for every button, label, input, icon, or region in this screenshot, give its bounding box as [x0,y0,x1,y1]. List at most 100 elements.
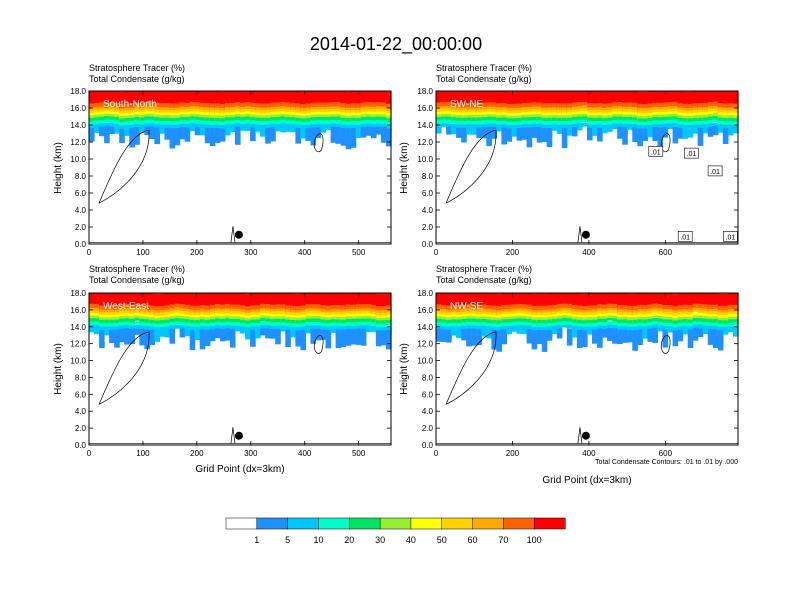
panel-title-line2: Total Condensate (g/kg) [89,74,185,84]
tracer-cell [516,128,523,141]
tracer-cell [697,308,704,311]
tracer-cell [662,120,669,127]
tracer-cell [280,116,286,121]
tracer-cell [531,127,538,138]
tracer-cell [622,117,628,123]
tracer-cell [466,313,472,318]
tracer-cell [154,127,160,145]
tracer-cell [224,310,231,315]
tracer-cell [199,329,206,350]
tracer-cell [159,124,166,134]
tracer-cell [315,322,322,328]
tracer-cell [365,315,372,319]
tracer-cell [582,116,588,121]
plot-area: South-North 0.0 2.0 4.0 6.0 8.0 10.0 12.0 14.0 16… [70,87,392,257]
tracer-cell [526,124,533,131]
tracer-cell [602,325,608,331]
tracer-cell [576,102,583,107]
tracer-cell [612,109,618,114]
tracer-cell [114,319,120,327]
tracer-cell [386,128,392,147]
tracer-cell [607,124,613,132]
tracer-cell [692,307,699,311]
y-tick-label: 6.0 [75,390,87,399]
tracer-cell [375,294,382,315]
tracer-cell [571,120,578,127]
tracer-cell [682,319,689,325]
x-tick-label: 400 [298,248,312,257]
tracer-cell [657,304,664,310]
y-axis-label: Height (km) [399,343,410,395]
tracer-cell [496,124,502,132]
tracer-cell [134,321,140,325]
tracer-cell [727,124,734,136]
colorbar-label: 30 [375,535,385,545]
tracer-cell [345,318,352,325]
tracer-cell [260,315,266,321]
condensate-contour [577,427,583,444]
tracer-cell [179,328,186,338]
tracer-cell [285,109,291,113]
tracer-cell [481,319,487,325]
tracer-cell [647,304,653,311]
tracer-cell [617,106,623,111]
tracer-cell [566,325,573,329]
tracer-cell [104,126,110,144]
tracer-cell [481,120,487,127]
tracer-cell [380,111,387,117]
tracer-cell [189,330,196,351]
tracer-cell [536,127,543,143]
tracer-cell [707,126,714,137]
tracer-cell [330,326,337,333]
tracer-cell [275,117,281,124]
tracer-cell [310,313,317,318]
tracer-cell [189,111,196,115]
tracer-cell [350,319,357,324]
tracer-cell [270,117,276,124]
y-tick-label: 14.0 [70,323,86,332]
tracer-cell [712,126,719,136]
tracer-cell [380,330,387,346]
tracer-cell [466,318,472,324]
tracer-cell [722,91,729,112]
colorbar-swatch [441,517,474,530]
tracer-cell [265,321,271,328]
x-tick-label: 500 [352,449,366,458]
tracer-cell [179,114,186,119]
tracer-cell [335,116,342,122]
tracer-cap [89,293,391,304]
tracer-cell [436,328,442,342]
tracer-cell [300,319,306,327]
x-tick-label: 0 [434,248,439,257]
tracer-cell [622,329,628,343]
tracer-cell [134,315,140,320]
tracer-cell [612,313,618,316]
tracer-cell [164,293,171,314]
tracer-cell [541,330,548,352]
tracer-cell [255,305,261,313]
tracer-cell [556,103,563,112]
tracer-cell [722,327,729,335]
tracer-cell [365,102,372,107]
tracer-cell [506,309,513,314]
tracer-cell [89,315,95,319]
tracer-cell [330,126,337,143]
tracer-cell [315,123,322,131]
tracer-cell [707,102,714,110]
tracer-cell [300,329,306,351]
tracer-cell [229,124,236,132]
tracer-cell [526,120,533,127]
tracer-cell [386,293,392,314]
y-tick-label: 10.0 [417,357,433,366]
tracer-cell [365,304,372,310]
tracer-cell [436,106,442,112]
tracer-cell [134,116,140,123]
tracer-cell [662,102,669,109]
tracer-cell [315,117,322,124]
tracer-cell [124,308,130,312]
tracer-cell [375,114,382,119]
tracer-cell [622,293,628,313]
tracer-cell [461,325,467,333]
tracer-cell [456,323,462,330]
tracer-cell [486,102,492,110]
